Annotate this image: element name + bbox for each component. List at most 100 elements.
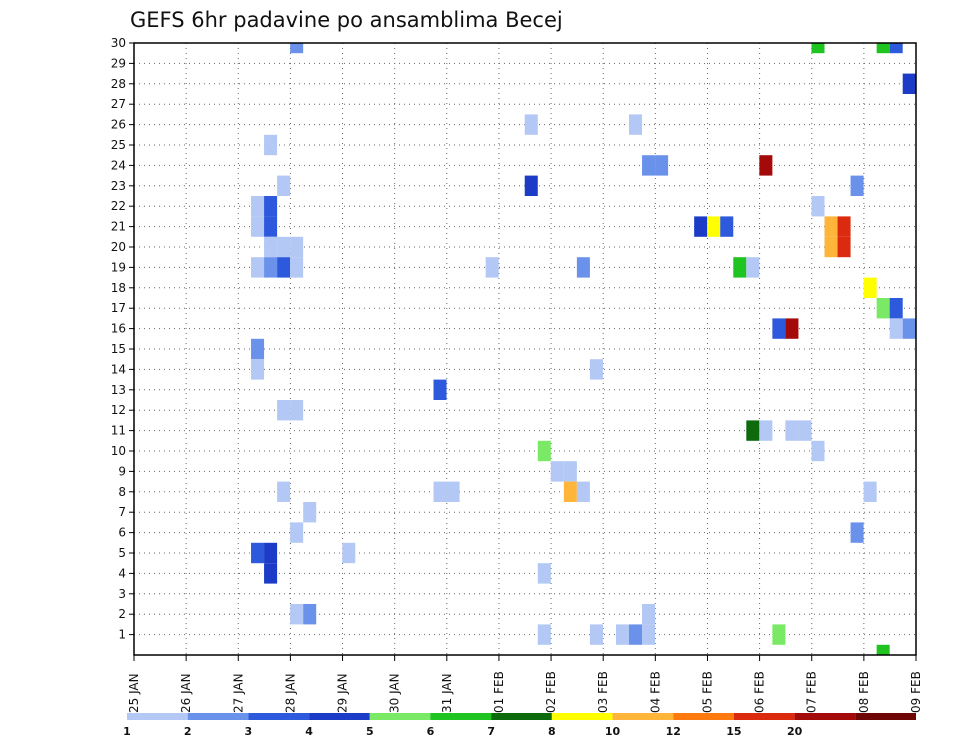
precip-cell xyxy=(277,236,291,258)
y-tick-label: 2 xyxy=(118,607,126,621)
y-tick-label: 9 xyxy=(118,464,126,478)
precip-cell xyxy=(746,257,760,278)
precip-cell xyxy=(811,440,825,462)
x-tick-label: 07 FEB xyxy=(805,671,819,713)
y-tick-label: 7 xyxy=(118,505,126,519)
x-tick-label: 02 FEB xyxy=(544,671,558,713)
legend-label: 8 xyxy=(548,725,556,738)
precip-cell xyxy=(264,257,278,278)
precip-cell xyxy=(707,216,721,237)
precip-cell xyxy=(264,236,278,258)
x-tick-label: 30 JAN xyxy=(388,673,402,713)
x-tick-label: 25 JAN xyxy=(127,673,141,713)
precip-cell xyxy=(720,216,734,237)
x-tick-label: 29 JAN xyxy=(336,673,350,713)
precip-cell xyxy=(889,298,903,319)
y-tick-label: 25 xyxy=(111,138,126,152)
y-tick-label: 16 xyxy=(111,322,126,336)
precip-cell xyxy=(746,420,760,441)
precip-cell xyxy=(290,522,304,543)
legend-label: 6 xyxy=(427,725,435,738)
y-tick-label: 19 xyxy=(111,260,126,274)
legend-swatch xyxy=(309,713,370,720)
x-tick-label: 09 FEB xyxy=(909,671,923,713)
precip-cell xyxy=(264,542,278,564)
precip-cell xyxy=(277,257,291,278)
y-tick-label: 23 xyxy=(111,179,126,193)
y-tick-label: 14 xyxy=(111,362,126,376)
precip-cell xyxy=(264,216,278,237)
y-tick-label: 26 xyxy=(111,118,126,132)
y-tick-label: 12 xyxy=(111,403,126,417)
y-tick-label: 27 xyxy=(111,97,126,111)
x-tick-label: 06 FEB xyxy=(753,671,767,713)
precip-cell xyxy=(537,624,551,645)
y-tick-label: 28 xyxy=(111,77,126,91)
precip-cell xyxy=(251,359,265,380)
x-tick-label: 08 FEB xyxy=(857,671,871,713)
precip-cell xyxy=(759,155,773,176)
precip-cell xyxy=(889,43,903,54)
precip-cell xyxy=(811,43,825,54)
legend-swatch xyxy=(430,713,492,720)
precip-cell xyxy=(277,175,291,196)
y-tick-label: 20 xyxy=(111,240,126,254)
y-tick-label: 22 xyxy=(111,199,126,213)
legend-label: 2 xyxy=(184,725,192,738)
precip-cell xyxy=(824,236,838,258)
precip-cell xyxy=(277,481,291,502)
precip-cell xyxy=(733,257,747,278)
y-tick-label: 11 xyxy=(111,424,126,438)
legend-label: 15 xyxy=(726,725,741,738)
precip-cell xyxy=(759,420,773,441)
precip-cell xyxy=(342,542,356,564)
precip-cell xyxy=(889,318,903,339)
precip-cell xyxy=(863,481,877,502)
precip-cell xyxy=(446,481,460,502)
precip-cell xyxy=(589,624,603,645)
legend-swatch xyxy=(733,713,795,720)
chart-cells xyxy=(251,43,916,655)
y-tick-label: 15 xyxy=(111,342,126,356)
precip-cell xyxy=(537,440,551,462)
precip-cell xyxy=(563,481,577,502)
precip-cell xyxy=(811,196,825,217)
legend-swatch xyxy=(127,713,188,720)
legend-swatch xyxy=(369,713,431,720)
precip-cell xyxy=(902,73,916,94)
precip-cell xyxy=(485,257,499,278)
precip-cell xyxy=(303,604,317,625)
precip-cell xyxy=(876,43,890,54)
precip-cell xyxy=(629,624,643,645)
x-tick-label: 04 FEB xyxy=(648,671,662,713)
y-tick-label: 3 xyxy=(118,587,126,601)
precip-cell xyxy=(785,420,799,441)
precip-cell xyxy=(642,155,656,176)
precip-cell xyxy=(850,522,864,543)
precip-cell xyxy=(576,481,590,502)
precip-cell xyxy=(642,624,656,645)
legend-label: 4 xyxy=(305,725,313,738)
x-axis-ticks: 25 JAN 26 JAN 27 JAN 28 JAN 29 JAN 30 JAN 31 J… xyxy=(127,655,923,713)
x-tick-label: 31 JAN xyxy=(440,673,454,713)
legend-label: 7 xyxy=(487,725,495,738)
x-tick-label: 01 FEB xyxy=(492,671,506,713)
precip-cell xyxy=(876,298,890,319)
precip-cell xyxy=(850,175,864,196)
y-tick-label: 1 xyxy=(118,628,126,642)
precip-cell xyxy=(550,461,564,482)
y-tick-label: 17 xyxy=(111,301,126,315)
precip-cell xyxy=(772,318,786,339)
chart-title: GEFS 6hr padavine po ansamblima Becej xyxy=(130,8,563,32)
precip-cell xyxy=(824,216,838,237)
legend-label: 10 xyxy=(605,725,621,738)
precip-cell xyxy=(537,563,551,584)
y-tick-label: 10 xyxy=(111,444,126,458)
precip-cell xyxy=(863,277,877,298)
precip-cell xyxy=(642,604,656,625)
legend-label: 1 xyxy=(123,725,131,738)
precip-cell xyxy=(433,379,447,400)
precip-cell xyxy=(772,624,786,645)
precip-cell xyxy=(876,644,890,655)
legend-label: 20 xyxy=(787,725,803,738)
